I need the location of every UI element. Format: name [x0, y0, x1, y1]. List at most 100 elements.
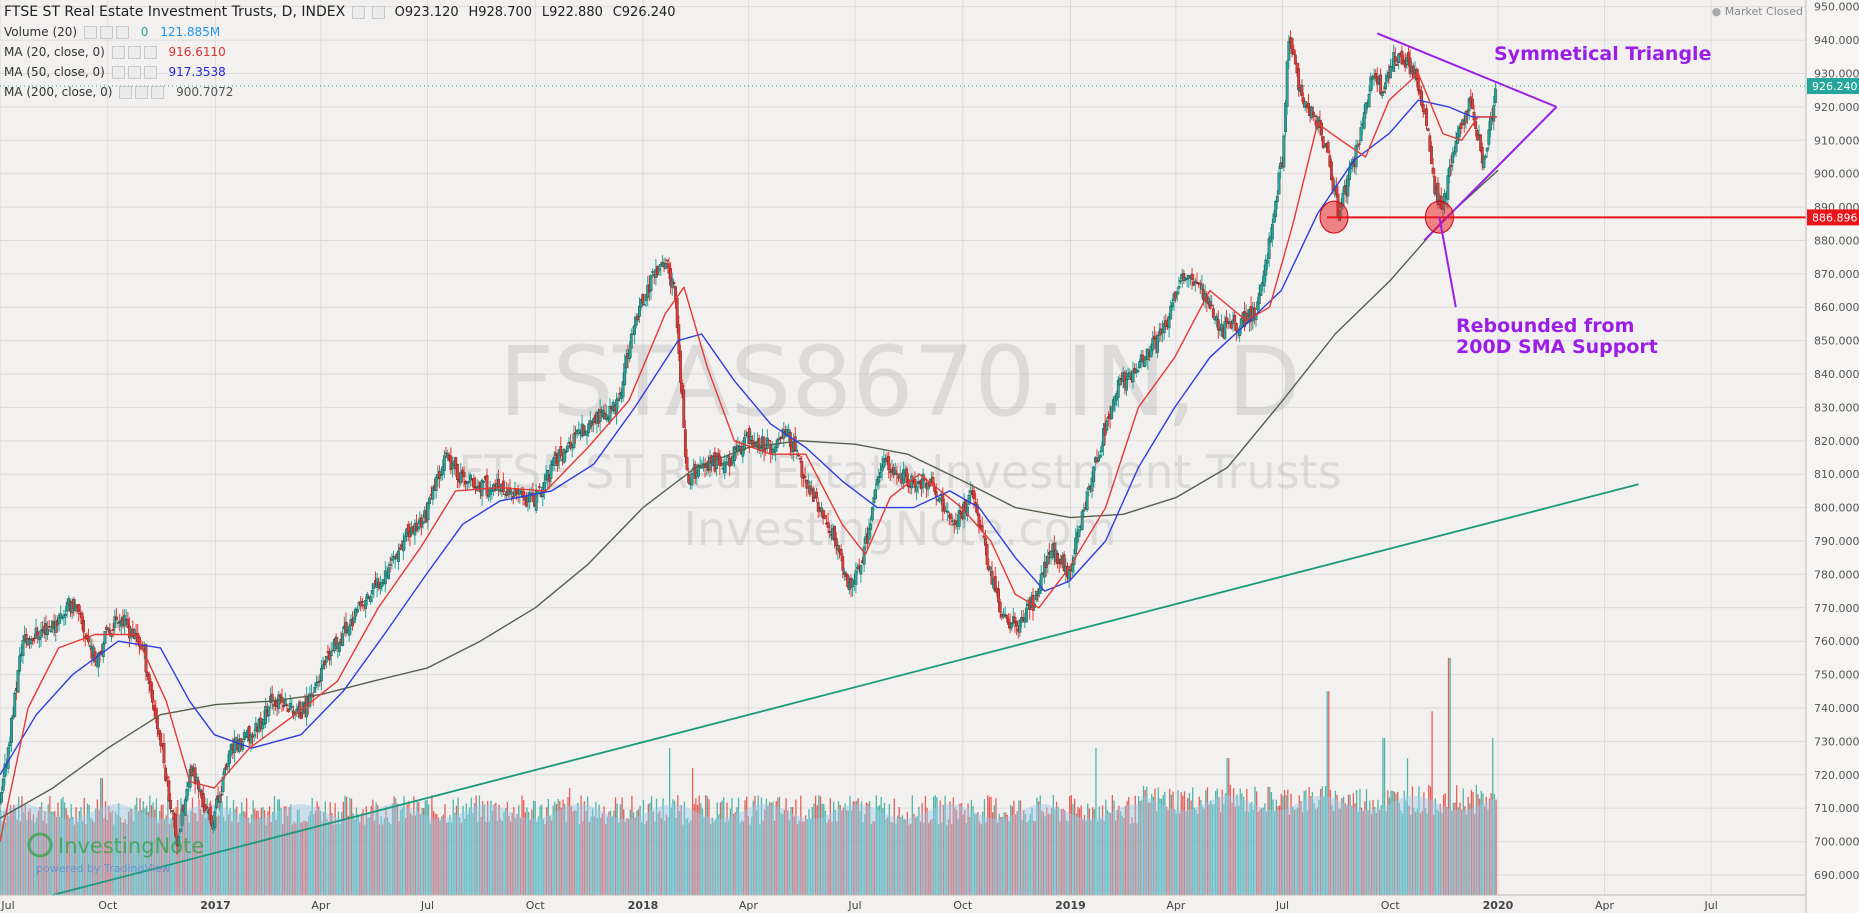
candle-body [1382, 91, 1386, 93]
settings-icon[interactable] [135, 86, 149, 99]
volume-bar [532, 800, 535, 895]
volume-bar [385, 806, 387, 895]
volume-bar [767, 805, 769, 895]
volume-bar [113, 824, 115, 895]
volume-bar [1256, 791, 1258, 895]
volume-bar [537, 816, 540, 895]
settings-icon[interactable] [127, 66, 141, 79]
candle-body [267, 706, 271, 716]
candle-body [685, 457, 689, 470]
close-icon[interactable] [143, 46, 157, 59]
volume-bar [172, 817, 174, 895]
volume-bar [229, 808, 231, 895]
volume-bar [918, 806, 920, 895]
volume-bar [560, 807, 563, 895]
volume-bar [1459, 802, 1461, 895]
eye-icon[interactable] [111, 66, 125, 79]
candle-body [949, 513, 953, 520]
volume-bar [1006, 814, 1009, 895]
volume-bar [21, 796, 23, 895]
candle-body [215, 798, 218, 808]
settings-icon[interactable] [371, 6, 385, 19]
close-icon[interactable] [143, 66, 157, 79]
candle-body [167, 780, 171, 802]
volume-bar [919, 821, 922, 895]
candle-body [665, 259, 669, 262]
volume-bar [26, 819, 28, 895]
volume-bar [1336, 794, 1338, 895]
time-axis[interactable]: Jul Oct 2017 Apr Jul Oct 2018 Apr Jul Oct 2019 Apr J… [0, 894, 1806, 912]
eye-icon[interactable] [352, 6, 365, 19]
volume-bar [195, 813, 197, 895]
legend-ma20[interactable]: MA (20, close, 0) 916.6110 [4, 45, 226, 59]
eye-icon[interactable] [83, 26, 97, 39]
volume-bar [262, 807, 264, 895]
candle-body [244, 736, 248, 738]
volume-bar [342, 801, 344, 895]
volume-bar [1003, 812, 1005, 895]
candle-body [605, 414, 609, 421]
candle-body [816, 502, 820, 512]
volume-bar [831, 821, 833, 895]
volume-bar [406, 804, 408, 895]
candle-body [562, 449, 566, 463]
close-icon[interactable] [115, 26, 129, 39]
volume-bar [1449, 657, 1451, 895]
settings-icon[interactable] [127, 46, 141, 59]
volume-bar [1456, 785, 1458, 895]
volume-bar [1474, 814, 1476, 895]
volume-bar [572, 811, 574, 895]
volume-bar [119, 816, 121, 895]
volume-bar [995, 798, 997, 895]
eye-icon[interactable] [119, 86, 133, 99]
volume-bar [347, 815, 349, 895]
settings-icon[interactable] [99, 26, 113, 39]
volume-bar [1011, 806, 1013, 895]
volume-bar [59, 816, 61, 895]
volume-bar [1369, 800, 1371, 895]
legend-value: 0 [140, 25, 149, 39]
candle-body [1002, 615, 1005, 618]
volume-bar [860, 801, 863, 895]
candle-body [0, 791, 4, 803]
volume-bar [1416, 808, 1418, 895]
volume-bar [814, 795, 817, 895]
volume-bar [628, 818, 630, 895]
volume-bar [739, 822, 741, 895]
candle-body [1359, 127, 1363, 142]
volume-bar [142, 801, 144, 895]
legend-volume[interactable]: Volume (20) 0 121.885M [4, 25, 220, 39]
candle-body [806, 480, 810, 484]
volume-bar [501, 821, 504, 895]
candle-body [178, 828, 182, 832]
volume-bar [55, 816, 58, 895]
volume-bar [434, 813, 436, 895]
candle-body [185, 789, 189, 801]
volume-bar [1208, 804, 1210, 895]
legend-ma50[interactable]: MA (50, close, 0) 917.3538 [4, 65, 226, 79]
volume-bar [949, 801, 951, 895]
volume-bar [1095, 748, 1097, 895]
volume-bar [1385, 811, 1387, 895]
close-icon[interactable] [151, 86, 165, 99]
volume-bar [1419, 813, 1422, 895]
candle-body [497, 479, 500, 488]
volume-bar [1272, 799, 1274, 895]
eye-icon[interactable] [111, 46, 125, 59]
candle-body [795, 449, 799, 452]
candle-body [474, 486, 477, 488]
volume-bar [95, 808, 97, 895]
volume-bar [1380, 805, 1382, 895]
legend-ma200[interactable]: MA (200, close, 0) 900.7072 [4, 85, 233, 99]
volume-bar [1057, 806, 1059, 895]
candle-body [431, 487, 435, 500]
candle-body [36, 631, 40, 637]
volume-bar [1226, 758, 1228, 895]
volume-bar [708, 799, 710, 895]
volume-bar [1467, 796, 1469, 895]
volume-bar [1044, 816, 1046, 895]
legend-label: MA (50, close, 0) [4, 65, 105, 79]
